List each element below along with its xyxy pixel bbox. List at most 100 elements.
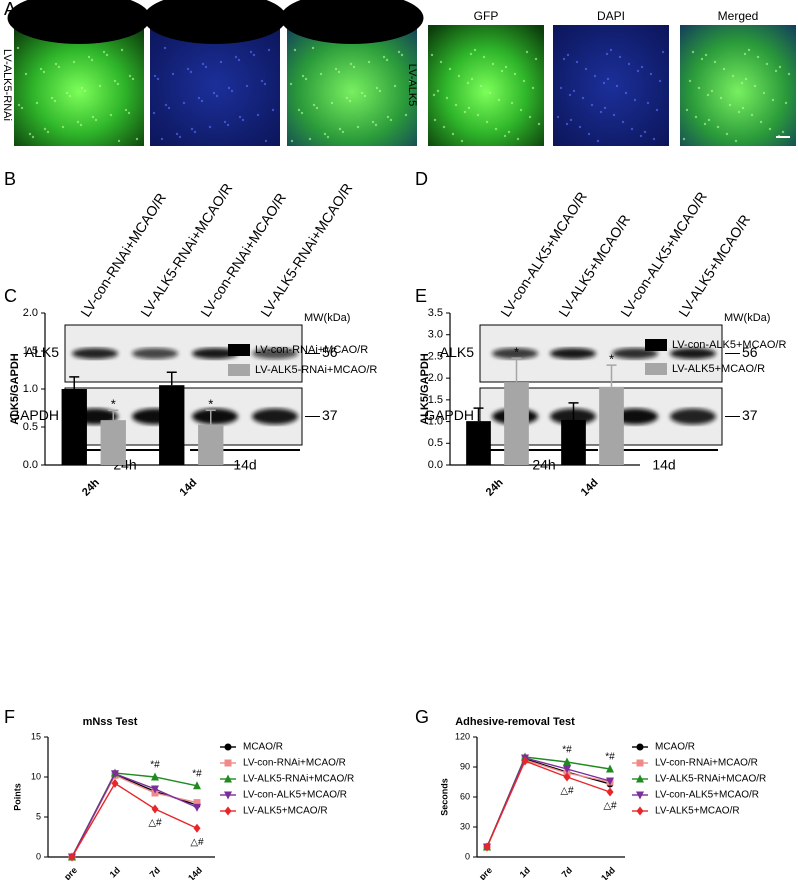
y-tick-label: 3.5 <box>428 307 443 319</box>
tissue-edge <box>143 0 287 44</box>
data-point <box>606 787 614 797</box>
legend-marker <box>224 806 232 816</box>
cell <box>513 72 517 76</box>
y-tick-label: 1.5 <box>23 345 38 357</box>
cell <box>338 127 342 131</box>
significance-label: * <box>609 352 614 367</box>
cell <box>636 69 640 73</box>
cell <box>578 125 582 129</box>
cell <box>175 132 179 136</box>
cell <box>463 110 467 114</box>
cell <box>725 132 729 136</box>
cell <box>731 74 735 78</box>
cell <box>389 118 393 122</box>
cell <box>83 89 87 93</box>
micrograph <box>553 25 669 146</box>
cell <box>519 108 523 112</box>
cell <box>621 120 625 124</box>
cell <box>482 55 486 59</box>
cell <box>156 77 160 81</box>
legend-label: MCAO/R <box>243 742 283 753</box>
cell <box>300 111 304 115</box>
data-point <box>606 764 614 773</box>
cell <box>308 137 312 141</box>
y-tick-label: 0.5 <box>428 437 443 449</box>
cell <box>124 108 128 112</box>
cell <box>609 48 613 52</box>
cell <box>728 103 732 107</box>
panel-label: E <box>415 286 427 306</box>
cell <box>349 62 353 66</box>
y-tick-label: 1.0 <box>23 383 38 395</box>
cell <box>260 79 264 83</box>
cell <box>39 67 43 71</box>
cell <box>249 50 253 54</box>
cell <box>556 115 560 119</box>
cell <box>50 96 54 100</box>
significance-label: * <box>111 397 116 412</box>
legend-label: LV-con-ALK5+MCAO/R <box>655 790 759 801</box>
y-tick-label: 60 <box>460 791 470 801</box>
significance-label: * <box>514 345 519 360</box>
blot-band <box>192 348 238 359</box>
cell <box>436 89 440 93</box>
cell <box>319 72 323 76</box>
y-tick-label: 1.0 <box>428 415 443 427</box>
cell <box>304 77 308 81</box>
cell <box>267 48 271 52</box>
cell <box>646 101 650 105</box>
cell <box>603 106 607 110</box>
legend-marker <box>636 806 644 816</box>
data-point <box>111 778 119 788</box>
cell <box>451 132 455 136</box>
micrograph <box>428 25 544 146</box>
micrograph <box>14 25 144 146</box>
panel-label: D <box>415 169 428 189</box>
row-label: ALK5 <box>25 344 59 360</box>
cell <box>503 134 507 138</box>
cell <box>559 86 563 90</box>
bar <box>159 385 185 465</box>
y-tick-label: 0.0 <box>23 459 38 471</box>
cell <box>102 50 106 54</box>
series-line <box>71 773 198 858</box>
cell <box>750 113 754 117</box>
cell <box>460 139 464 143</box>
chart-title: Adhesive-removal Test <box>455 716 575 728</box>
y-axis-label: ALK5/GAPDH <box>9 353 21 425</box>
cell <box>219 60 223 64</box>
cell <box>762 91 766 95</box>
cell <box>688 79 692 83</box>
cell <box>500 69 504 73</box>
cell <box>507 130 511 134</box>
data-point <box>521 756 529 766</box>
cell <box>494 127 498 131</box>
cell <box>378 89 382 93</box>
cell <box>289 82 293 86</box>
cell <box>178 135 182 139</box>
cell <box>497 98 501 102</box>
blot-band <box>670 408 716 425</box>
time-label: 14d <box>652 457 675 473</box>
cell <box>109 113 113 117</box>
cell <box>408 79 412 83</box>
cell <box>694 115 698 119</box>
cell <box>28 132 32 136</box>
cell <box>743 52 747 56</box>
row-label: GAPDH <box>9 407 59 423</box>
legend-label: LV-con-ALK5+MCAO/R <box>243 790 347 801</box>
x-tick-label: 14d <box>599 865 617 880</box>
error-bar <box>166 371 177 386</box>
error-bar <box>69 376 80 389</box>
cell <box>710 89 714 93</box>
y-tick-label: 0.0 <box>428 459 443 471</box>
legend-label: LV-con-RNAi+MCAO/R <box>243 758 346 769</box>
legend-label: LV-ALK5+MCAO/R <box>655 806 740 817</box>
y-tick-label: 2.0 <box>428 372 443 384</box>
cell <box>120 48 124 52</box>
cell <box>430 53 434 57</box>
data-point <box>563 772 571 782</box>
cell <box>227 86 231 90</box>
legend-marker <box>224 759 232 767</box>
